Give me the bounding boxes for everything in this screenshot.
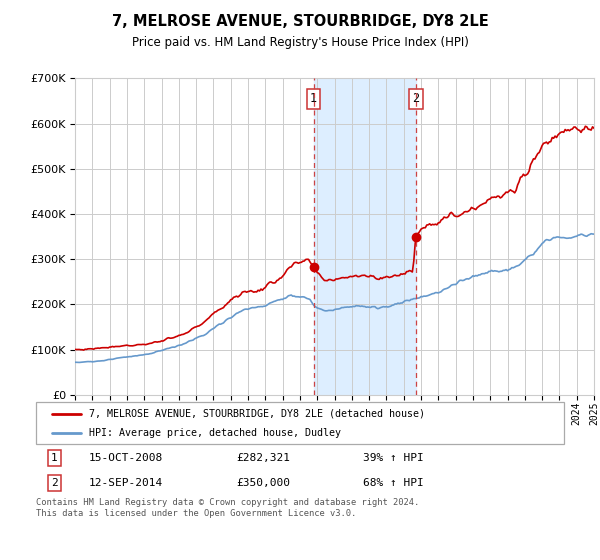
Text: 7, MELROSE AVENUE, STOURBRIDGE, DY8 2LE (detached house): 7, MELROSE AVENUE, STOURBRIDGE, DY8 2LE …: [89, 409, 425, 419]
Text: 39% ↑ HPI: 39% ↑ HPI: [364, 453, 424, 463]
Text: 68% ↑ HPI: 68% ↑ HPI: [364, 478, 424, 488]
Text: 2: 2: [51, 478, 58, 488]
Text: 15-OCT-2008: 15-OCT-2008: [89, 453, 163, 463]
Text: 7, MELROSE AVENUE, STOURBRIDGE, DY8 2LE: 7, MELROSE AVENUE, STOURBRIDGE, DY8 2LE: [112, 14, 488, 29]
Bar: [314, 78, 416, 395]
Text: 1: 1: [51, 453, 58, 463]
Text: Contains HM Land Registry data © Crown copyright and database right 2024.
This d: Contains HM Land Registry data © Crown c…: [36, 498, 419, 518]
Text: Price paid vs. HM Land Registry's House Price Index (HPI): Price paid vs. HM Land Registry's House …: [131, 36, 469, 49]
FancyBboxPatch shape: [36, 402, 564, 444]
Text: 1: 1: [310, 92, 317, 105]
Text: £350,000: £350,000: [236, 478, 290, 488]
Text: £282,321: £282,321: [236, 453, 290, 463]
Text: 2: 2: [412, 92, 419, 105]
Text: 12-SEP-2014: 12-SEP-2014: [89, 478, 163, 488]
Text: HPI: Average price, detached house, Dudley: HPI: Average price, detached house, Dudl…: [89, 428, 341, 438]
